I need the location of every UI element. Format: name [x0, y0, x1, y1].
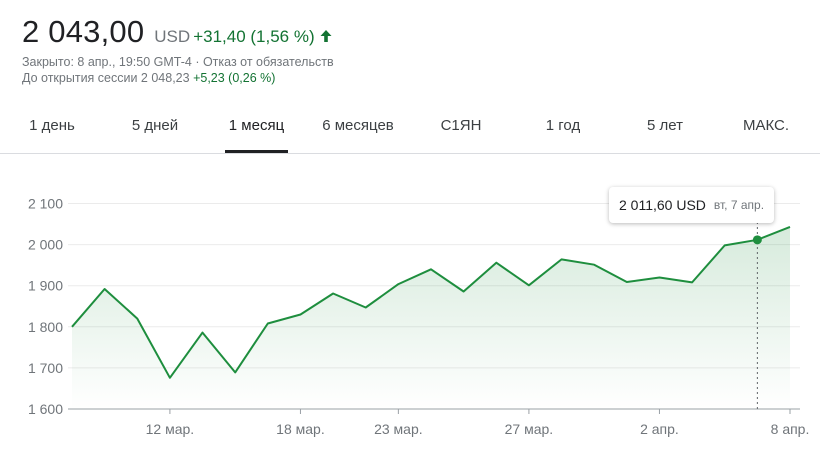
closed-info: Закрыто: 8 апр., 19:50 GMT-4 · Отказ от … [22, 55, 334, 69]
x-tick-label: 2 апр. [640, 421, 679, 437]
tab-5-days[interactable]: 5 дней [131, 117, 179, 134]
price-area [72, 226, 790, 409]
arrow-up-icon [320, 30, 332, 42]
x-axis: 12 мар. 18 мар. 23 мар. 27 мар. 2 апр. 8 апр. [146, 409, 810, 437]
premarket-info: До открытия сессии 2 048,23 +5,23 (0,26 … [22, 70, 802, 86]
tab-1-year[interactable]: 1 год [545, 117, 581, 134]
tooltip-date: вт, 7 апр. [713, 198, 765, 212]
y-axis: 2 100 2 000 1 900 1 800 1 700 1 600 [28, 196, 63, 418]
premarket-change: +5,23 (0,26 %) [193, 71, 276, 85]
tab-ytd[interactable]: С1ЯН [440, 117, 482, 134]
y-tick-label: 2 000 [28, 237, 63, 253]
y-tick-label: 2 100 [28, 196, 63, 212]
range-tabs: 1 день 5 дней 1 месяц 6 месяцев С1ЯН 1 г… [0, 108, 820, 154]
y-tick-label: 1 900 [28, 278, 63, 294]
premarket-label: До открытия сессии 2 048,23 [22, 71, 190, 85]
currency-label: USD [154, 27, 191, 46]
tabs-divider [0, 153, 820, 154]
x-tick-label: 23 мар. [374, 421, 423, 437]
hover-point [752, 235, 762, 245]
price-tooltip: 2 011,60 USD вт, 7 апр. [609, 187, 775, 223]
tab-1-month[interactable]: 1 месяц [225, 108, 288, 154]
price-line [71, 225, 791, 379]
x-tick-label: 8 апр. [771, 421, 810, 437]
x-tick-label: 12 мар. [146, 421, 195, 437]
current-price: 2 043,00 [22, 14, 145, 49]
tab-1-day[interactable]: 1 день [29, 117, 75, 134]
tab-6-months[interactable]: 6 месяцев [322, 117, 394, 134]
price-row: 2 043,00 USD +31,40 (1,56 %) [22, 14, 802, 50]
tooltip-value: 2 011,60 USD [619, 197, 706, 213]
y-tick-label: 1 700 [28, 360, 63, 376]
y-tick-label: 1 800 [28, 319, 63, 335]
tab-5-years[interactable]: 5 лет [647, 117, 683, 134]
price-chart[interactable]: 2 100 2 000 1 900 1 800 1 700 1 600 12 мар. 18… [0, 160, 820, 456]
x-tick-label: 18 мар. [276, 421, 325, 437]
quote-header: 2 043,00 USD +31,40 (1,56 %) Закрыто: 8 … [22, 14, 802, 86]
x-tick-label: 27 мар. [505, 421, 554, 437]
y-tick-label: 1 600 [28, 401, 63, 417]
price-change: +31,40 (1,56 %) [193, 27, 315, 46]
tab-max[interactable]: МАКС. [742, 117, 790, 134]
